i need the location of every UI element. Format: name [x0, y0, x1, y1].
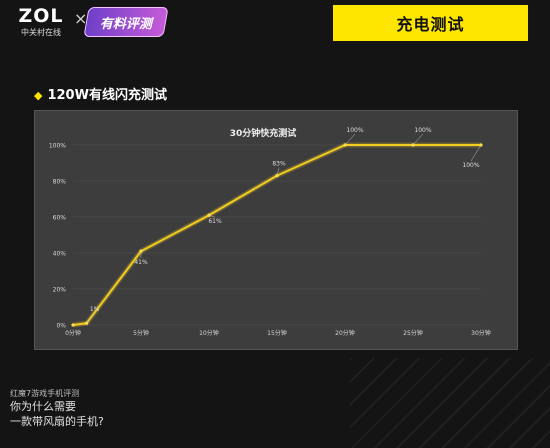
review-badge-text: 有料评测 — [99, 17, 152, 32]
data-label: 100% — [462, 162, 479, 169]
y-tick-label: 100% — [49, 143, 66, 150]
y-tick-label: 80% — [53, 179, 67, 186]
series-line — [72, 144, 481, 326]
zol-logo-subtitle: 中关村在线 — [21, 28, 61, 37]
data-label-leader — [412, 133, 424, 146]
footer-headline-2: 一款带风扇的手机? — [10, 415, 104, 428]
y-tick-label: 0% — [56, 323, 66, 330]
data-label-leader — [344, 133, 356, 146]
footer: 红魔7游戏手机评测 你为什么需要 一款带风扇的手机? — [10, 388, 104, 429]
review-badge: 有料评测 — [83, 7, 169, 37]
y-tick-label: 40% — [53, 251, 67, 258]
background-stripes — [350, 358, 550, 448]
series-line-glow — [72, 142, 481, 328]
x-tick-label: 20分钟 — [335, 329, 355, 337]
chart-title: 30分钟快充测试 — [230, 127, 297, 139]
data-label: 1% — [90, 306, 100, 313]
data-label: 100% — [414, 127, 431, 134]
data-label-leader — [86, 313, 95, 324]
footer-headline-1: 你为什么需要 — [10, 400, 76, 413]
y-tick-label: 20% — [53, 287, 67, 294]
header: ZOL 中关村在线 × 有料评测 充电测试 — [0, 0, 550, 46]
zol-logo-text: ZOL — [18, 5, 64, 27]
data-label-leader — [208, 214, 216, 218]
zol-logo: ZOL 中关村在线 — [12, 6, 70, 38]
y-tick-label: 60% — [53, 215, 67, 222]
data-label-leader — [276, 167, 280, 176]
data-label: 61% — [208, 218, 222, 225]
footer-subtitle: 红魔7游戏手机评测 — [10, 389, 80, 398]
times-icon: × — [74, 9, 88, 28]
chart-panel: 0% 20% 40% 60% 80% 100% 0分钟 5分钟 10分钟 15分钟 20分钟 25分钟… — [34, 110, 518, 350]
x-tick-label: 10分钟 — [199, 329, 219, 337]
data-point — [71, 323, 75, 327]
diamond-icon: ◆ — [34, 89, 43, 102]
data-label: 100% — [346, 127, 363, 134]
section-title: ◆ 120W有线闪充测试 — [34, 84, 167, 103]
section-title-text: 120W有线闪充测试 — [47, 88, 167, 103]
page-title: 充电测试 — [333, 5, 528, 41]
data-point — [139, 249, 143, 253]
x-tick-label: 15分钟 — [267, 329, 287, 337]
data-label: 41% — [134, 259, 148, 266]
x-tick-label: 0分钟 — [65, 329, 81, 337]
data-label-leader — [470, 144, 482, 162]
x-tick-label: 25分钟 — [403, 329, 423, 337]
line-chart: 0% 20% 40% 60% 80% 100% 0分钟 5分钟 10分钟 15分钟 20分钟 25分钟… — [49, 127, 491, 337]
data-label: 83% — [272, 161, 286, 168]
x-tick-label: 5分钟 — [133, 329, 149, 337]
x-tick-label: 30分钟 — [471, 329, 491, 337]
data-point — [275, 174, 279, 178]
